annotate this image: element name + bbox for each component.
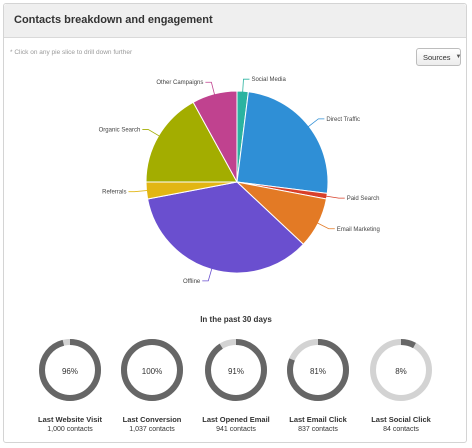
pie-connector-email-marketing <box>314 221 335 230</box>
gauge-fill <box>121 339 183 401</box>
gauge-title: Last Conversion <box>122 415 182 424</box>
gauge-subtitle: 1,037 contacts <box>129 426 175 433</box>
pie-label-offline: Offline <box>183 279 201 285</box>
gauge-subtitle: 1,000 contacts <box>47 426 93 433</box>
gauge-last-opened-email[interactable]: 91% Last Opened Email 941 contacts <box>196 337 276 433</box>
gauge-ring <box>39 339 101 401</box>
pie-label-paid-search: Paid Search <box>347 196 380 202</box>
pie-connector-offline <box>202 265 214 282</box>
sources-dropdown[interactable]: Sources ▼ <box>416 48 461 66</box>
gauge-last-website-visit[interactable]: 96% Last Website Visit 1,000 contacts <box>30 337 110 433</box>
gauge-ring <box>121 339 183 401</box>
pie-label-referrals: Referrals <box>102 190 126 196</box>
gauge-title: Last Website Visit <box>38 415 102 424</box>
gauge-ring <box>205 339 267 401</box>
gauge-percent: 8% <box>395 367 407 376</box>
gauge-percent: 100% <box>141 367 163 376</box>
gauge-last-email-click[interactable]: 81% Last Email Click 837 contacts <box>278 337 358 433</box>
gauge-subtitle: 837 contacts <box>298 426 338 433</box>
gauge-percent: 81% <box>309 367 326 376</box>
gauge-last-social-click[interactable]: 8% Last Social Click 84 contacts <box>361 337 441 433</box>
pie-label-direct-traffic: Direct Traffic <box>326 117 360 123</box>
pie-label-other-campaigns: Other Campaigns <box>156 80 203 86</box>
gauge-last-conversion[interactable]: 100% Last Conversion 1,037 contacts <box>112 337 192 433</box>
gauge-subtitle: 84 contacts <box>383 426 419 433</box>
gauge-fill <box>205 339 267 401</box>
contacts-pie-chart: Social Media Direct Traffic Paid Search Ema… <box>99 77 380 285</box>
pie-connector-social-media <box>242 78 250 96</box>
gauge-title: Last Email Click <box>289 415 347 424</box>
gauge-ring <box>370 339 432 401</box>
drill-down-hint: * Click on any pie slice to drill down f… <box>10 49 133 56</box>
sources-dropdown-label: Sources <box>423 52 451 62</box>
engagement-title: In the past 30 days <box>200 315 272 324</box>
pie-label-organic-search: Organic Search <box>99 128 141 134</box>
pie-connector-paid-search <box>322 195 345 199</box>
panel-title: Contacts breakdown and engagement <box>4 4 466 38</box>
gauge-subtitle: 941 contacts <box>216 426 256 433</box>
pie-connector-organic-search <box>142 129 163 139</box>
pie-connector-referrals <box>128 189 151 193</box>
gauge-title: Last Opened Email <box>202 415 270 424</box>
pie-label-social-media: Social Media <box>251 77 286 83</box>
gauge-fill <box>39 339 101 401</box>
pie-label-email-marketing: Email Marketing <box>337 227 380 233</box>
pie-slice-direct-traffic[interactable] <box>236 91 329 194</box>
chevron-down-icon: ▼ <box>455 54 462 60</box>
gauge-percent: 96% <box>61 367 78 376</box>
gauge-fill <box>287 339 349 401</box>
gauge-fill <box>370 339 432 401</box>
gauge-title: Last Social Click <box>371 415 431 424</box>
gauge-ring <box>287 339 349 401</box>
contacts-panel: Contacts breakdown and engagement <box>3 3 467 443</box>
pie-connector-direct-traffic <box>305 118 325 129</box>
pie-connector-other-campaigns <box>205 81 216 98</box>
gauge-percent: 91% <box>227 367 244 376</box>
